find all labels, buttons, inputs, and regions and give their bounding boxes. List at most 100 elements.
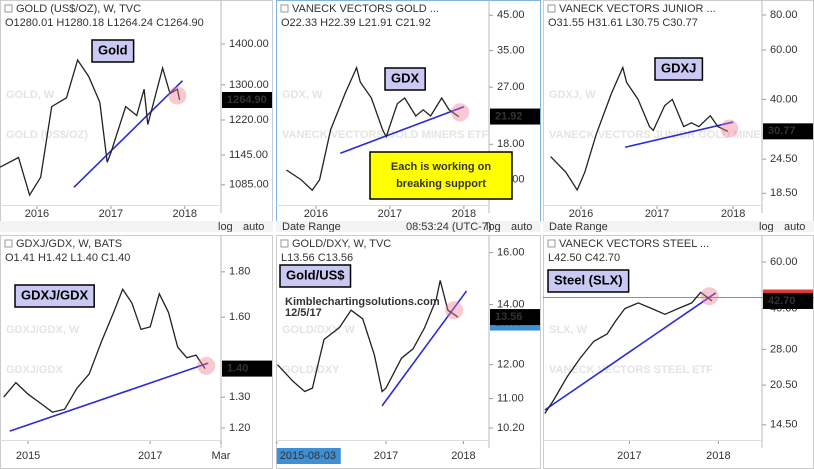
header-icon bbox=[280, 239, 289, 248]
panel-title: GOLD/DXY, W, TVC bbox=[292, 238, 391, 250]
panel: GDXJ, W VANECK VECTORS JUNIOR GOLD MINERS… bbox=[543, 0, 814, 232]
price-line bbox=[277, 280, 459, 393]
y-tick-label: 1400.00 bbox=[229, 38, 269, 50]
price-line bbox=[3, 287, 206, 413]
watermark: GOLD/DXY bbox=[282, 364, 340, 376]
header-icon bbox=[4, 4, 13, 13]
x-tick-label: 2018 bbox=[706, 450, 730, 462]
label-box bbox=[91, 39, 135, 63]
panel-title: GDXJ/GDX, W, BATS bbox=[16, 238, 122, 250]
y-tick-label: 11.00 bbox=[497, 392, 524, 404]
watermark: GDXJ/GDX bbox=[6, 364, 64, 376]
last-value-tag bbox=[490, 309, 540, 326]
watermark: GOLD, W bbox=[6, 89, 55, 101]
panel-label: Gold bbox=[98, 42, 128, 57]
header-icon bbox=[547, 239, 556, 248]
x-tick-label: 2017 bbox=[378, 208, 402, 220]
y-tick-label: 35.00 bbox=[497, 45, 525, 57]
y-tick-label: 24.50 bbox=[770, 153, 798, 165]
x-tick-label: 2016 bbox=[569, 208, 593, 220]
x-tick-label: 2017 bbox=[138, 450, 162, 462]
header-icon bbox=[280, 4, 289, 13]
x-tick-label: 2017 bbox=[374, 450, 398, 462]
header-icon bbox=[547, 4, 556, 13]
trendline bbox=[624, 121, 734, 149]
y-tick-label: 40.00 bbox=[770, 93, 798, 105]
y-tick-label: 1.80 bbox=[229, 266, 250, 278]
y-tick-label: 27.00 bbox=[497, 81, 525, 93]
x-tick-label: Mar bbox=[212, 450, 231, 462]
callout-text: Each is working on bbox=[391, 161, 492, 173]
y-tick-label: 1145.00 bbox=[229, 149, 268, 161]
last-value-tag bbox=[222, 360, 272, 377]
y-tick-label: 1.60 bbox=[229, 311, 250, 323]
label-box bbox=[279, 264, 352, 288]
panel: GOLD/DXY, W GOLD/DXY GOLD/DXY, W, TVC L13.5… bbox=[276, 235, 541, 469]
highlight bbox=[168, 86, 187, 105]
y-tick-label: 18.50 bbox=[770, 187, 798, 199]
panel-title: VANECK VECTORS JUNIOR ... bbox=[559, 3, 716, 15]
panel-title: VANECK VECTORS GOLD ... bbox=[292, 3, 439, 15]
y-tick-label: 28.00 bbox=[770, 343, 798, 355]
x-tick-label: 2018 bbox=[173, 208, 197, 220]
panel-title: VANECK VECTORS STEEL ... bbox=[559, 238, 709, 250]
y-tick-label: 1300.00 bbox=[229, 79, 269, 91]
toolbar bbox=[543, 221, 814, 232]
y-tick-label: 14.50 bbox=[770, 419, 798, 431]
toolbar-item: auto bbox=[511, 221, 532, 233]
y-tick-label: 1220.00 bbox=[229, 114, 269, 126]
last-value-tag-label: 42.70 bbox=[768, 295, 796, 307]
ohlc: L42.50 C42.70 bbox=[548, 252, 620, 264]
price-line bbox=[550, 65, 729, 192]
x-tick-label: 2015 bbox=[16, 450, 40, 462]
last-value-tag bbox=[763, 292, 813, 309]
ohlc: O1.41 H1.42 L1.40 C1.40 bbox=[5, 252, 130, 264]
x-tick-label: 2016 bbox=[304, 208, 328, 220]
label-box bbox=[14, 284, 95, 308]
watermark: GDXJ, W bbox=[549, 89, 596, 101]
ohlc: L13.56 C13.56 bbox=[281, 252, 353, 264]
toolbar bbox=[276, 221, 541, 232]
y-tick-label: 16.00 bbox=[497, 247, 525, 259]
trendline bbox=[544, 292, 717, 411]
annotation: 12/5/17 bbox=[285, 307, 322, 319]
panel-label: Gold/US$ bbox=[286, 267, 345, 282]
label-box bbox=[654, 57, 704, 81]
price-line bbox=[544, 291, 713, 414]
toolbar-item: Date Range bbox=[282, 221, 341, 233]
price-line bbox=[0, 58, 181, 197]
label-box bbox=[384, 67, 426, 91]
y-tick-label: 1.20 bbox=[229, 422, 250, 434]
ohlc: O31.55 H31.61 L30.75 C30.77 bbox=[548, 17, 698, 29]
trendline bbox=[9, 362, 209, 432]
last-value-tag bbox=[222, 92, 272, 109]
x-tick-label: 2018 bbox=[452, 208, 476, 220]
y-tick-label: 20.50 bbox=[770, 379, 798, 391]
x-tick-label: 2015-08-03 bbox=[280, 450, 336, 462]
watermark: GDX, W bbox=[282, 89, 323, 101]
toolbar-item: log bbox=[218, 221, 233, 233]
x-tick-label: 2017 bbox=[99, 208, 123, 220]
y-tick-label: 12.00 bbox=[497, 359, 525, 371]
toolbar bbox=[0, 221, 273, 232]
toolbar-item: log bbox=[486, 221, 501, 233]
panel-title: GOLD (US$/OZ), W, TVC bbox=[16, 3, 141, 15]
y-tick-label: 10.20 bbox=[497, 422, 525, 434]
watermark: VANECK VECTORS JUNIOR GOLD MINERS ETF bbox=[549, 129, 800, 141]
last-value-tag-label: 13.56 bbox=[495, 311, 523, 323]
callout-text: breaking support bbox=[396, 178, 486, 190]
ohlc: O22.33 H22.39 L21.91 C21.92 bbox=[281, 17, 431, 29]
ohlc: O1280.01 H1280.18 L1264.24 C1264.90 bbox=[5, 17, 204, 29]
trendline bbox=[381, 290, 468, 407]
panel-label: GDX bbox=[391, 70, 420, 85]
panel: GDXJ/GDX, W GDXJ/GDX GDXJ/GDX, W, BATS O1.4… bbox=[0, 235, 273, 469]
watermark: SLX, W bbox=[549, 324, 588, 336]
last-value-tag-label: 1.40 bbox=[227, 363, 248, 375]
x-tick-label: 2017 bbox=[645, 208, 669, 220]
last-value-tag bbox=[490, 108, 540, 125]
x-tick-label: 2018 bbox=[721, 208, 745, 220]
y-tick-label: 60.00 bbox=[770, 44, 798, 56]
highlight bbox=[445, 301, 464, 320]
